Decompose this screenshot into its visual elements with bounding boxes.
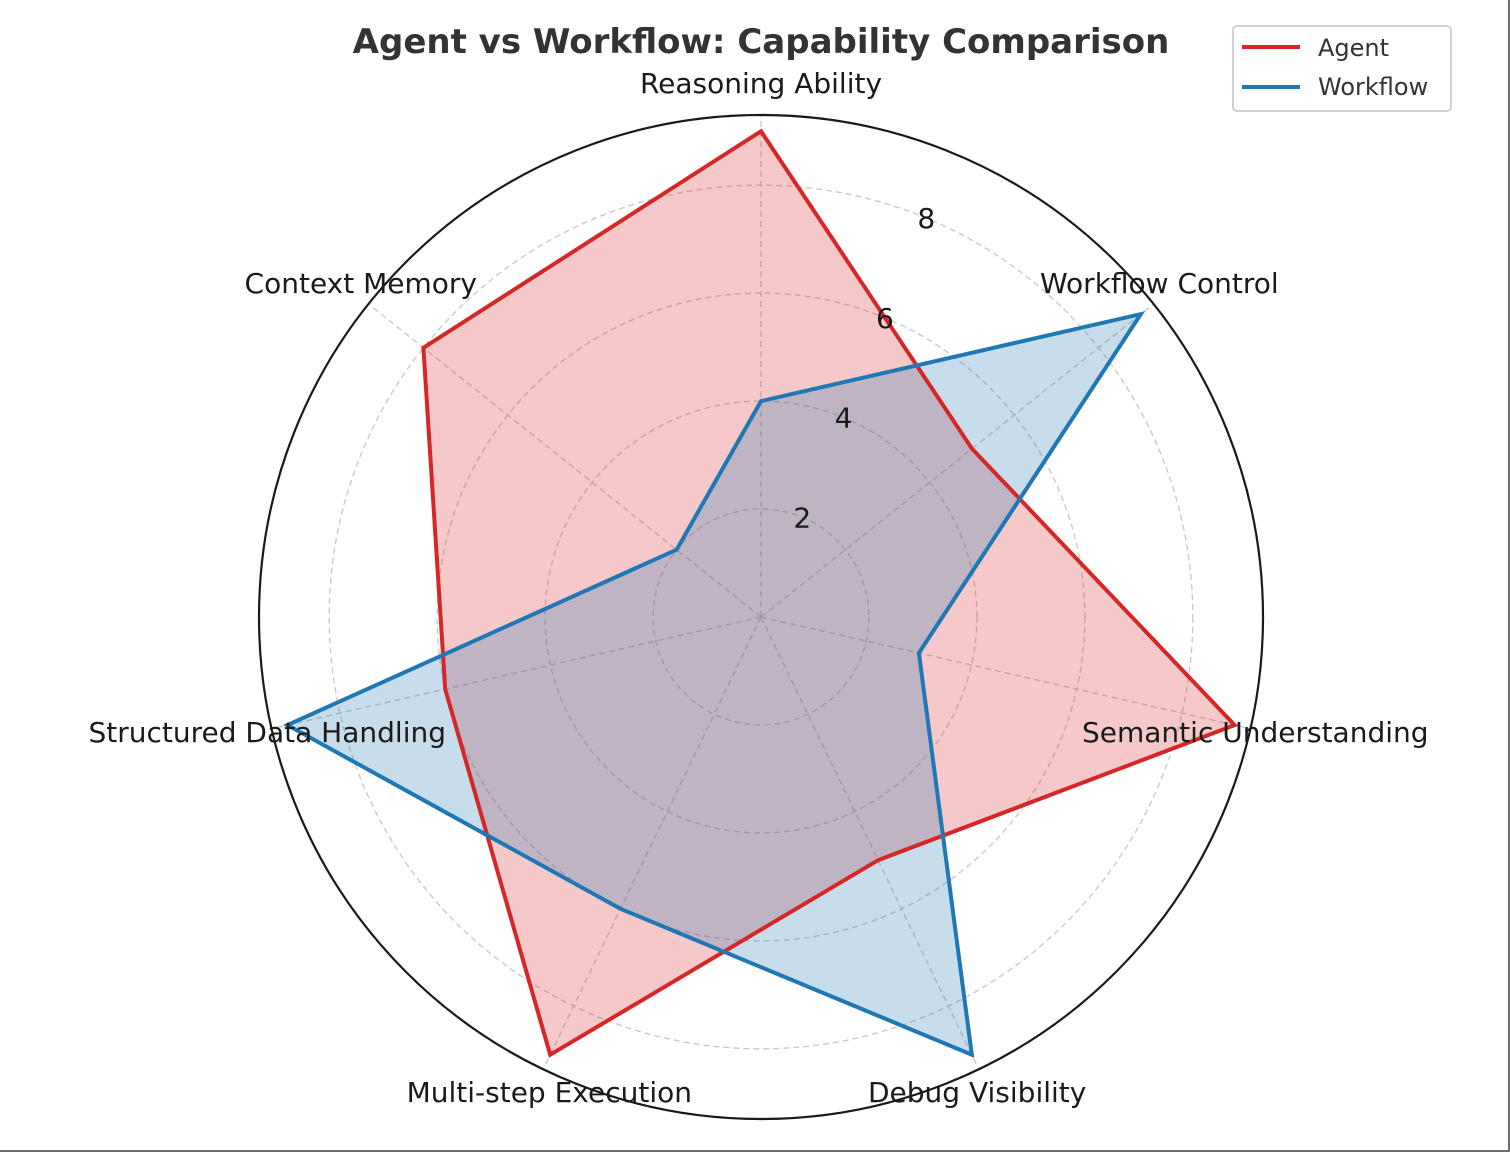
outer-circle bbox=[257, 113, 1265, 1121]
axis-label-multi-step-execution: Multi-step Execution bbox=[407, 1076, 692, 1109]
radial-tick-label: 6 bbox=[876, 302, 894, 335]
grid-spoke bbox=[760, 616, 980, 1070]
series-fill-agent bbox=[423, 131, 1235, 1055]
axis-label-semantic-understanding: Semantic Understanding bbox=[1082, 716, 1429, 749]
chart-title: Agent vs Workflow: Capability Comparison bbox=[353, 22, 1170, 62]
radar-series bbox=[282, 128, 1239, 1058]
axis-label-context-memory: Context Memory bbox=[245, 267, 477, 300]
legend-workflow-label: Workflow bbox=[1318, 73, 1428, 101]
grid-spoke bbox=[542, 616, 762, 1070]
series-line-workflow bbox=[282, 311, 1146, 1058]
radial-tick-label: 4 bbox=[835, 402, 853, 435]
axis-label-debug-visibility: Debug Visibility bbox=[868, 1076, 1086, 1109]
axis-label-reasoning-ability: Reasoning Ability bbox=[640, 67, 882, 100]
series-fill-workflow bbox=[287, 314, 1141, 1055]
series-line-agent bbox=[421, 128, 1239, 1058]
grid-spoke bbox=[368, 303, 762, 618]
legend-agent-label: Agent bbox=[1318, 34, 1389, 62]
radial-tick-labels: 2 4 6 8 bbox=[793, 202, 935, 534]
grid-spoke bbox=[271, 616, 762, 730]
grid-spoke bbox=[760, 616, 1251, 730]
grid-ring bbox=[652, 508, 870, 726]
radial-tick-label: 2 bbox=[793, 501, 811, 534]
axis-label-structured-data-handling: Structured Data Handling bbox=[89, 716, 447, 749]
grid-ring bbox=[544, 400, 978, 834]
outer-circle bbox=[257, 113, 1265, 1121]
legend: Agent Workflow bbox=[1232, 25, 1452, 112]
radial-tick-label: 8 bbox=[917, 202, 935, 235]
axis-labels: Reasoning Ability Workflow Control Semanti… bbox=[89, 67, 1429, 1109]
axis-label-workflow-control: Workflow Control bbox=[1040, 267, 1279, 300]
grid-spoke bbox=[760, 303, 1154, 618]
radar-grid bbox=[271, 115, 1251, 1070]
